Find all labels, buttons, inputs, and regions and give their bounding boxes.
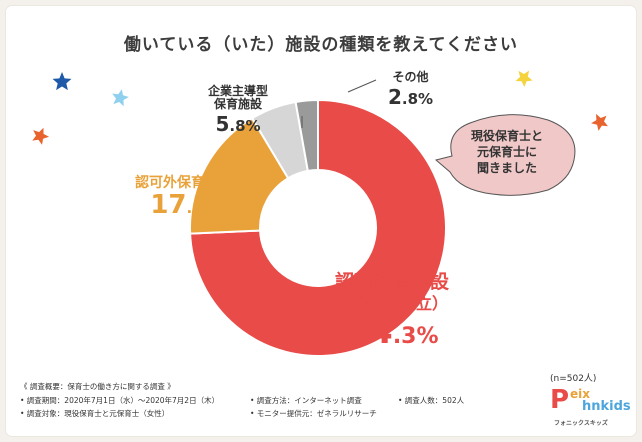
label-corporate-sub: 保育施設	[214, 97, 263, 112]
label-unlicensed-value: 17.1%	[150, 190, 218, 221]
slice-other	[294, 98, 319, 173]
logo-sub: フォニックスキッズ	[554, 420, 608, 427]
label-unlicensed-name: 認可外保育施設	[135, 175, 233, 191]
label-unlicensed: 認可外保育施設 17.1%	[135, 175, 233, 221]
star-icon	[52, 72, 72, 91]
star-icon	[515, 70, 533, 87]
notes-provider: • モニター提供元：ゼネラルリサーチ	[250, 409, 377, 418]
slice-unlicensed	[189, 116, 290, 235]
bubble-line: 現役保育士と	[470, 129, 543, 143]
logo-top: eix	[570, 387, 590, 401]
chart-title: 働いている（いた）施設の種類を教えてください	[123, 35, 519, 55]
sample-size: (n=502人)	[550, 374, 597, 384]
label-licensed-name: 認可保育施設	[335, 271, 450, 293]
star-icon	[32, 127, 49, 145]
logo-letter: P	[550, 385, 570, 415]
label-other-value: 2.8%	[388, 85, 434, 110]
label-corporate: 企業主導型 保育施設 5.8%	[208, 84, 269, 137]
speech-bubble	[434, 114, 576, 196]
label-licensed-value: 74.3%	[345, 312, 439, 353]
card	[6, 6, 636, 436]
label-other-name: その他	[392, 70, 429, 84]
notes-method: • 調査方法：インターネット調査	[250, 396, 362, 405]
bubble-text: 現役保育士と 元保育士に 聞きました	[448, 128, 566, 177]
bubble-line: 聞きました	[476, 161, 537, 176]
brand-logo: P eix hnkids フォニックスキッズ	[550, 385, 631, 431]
notes-heading: 《 調査概要：保育士の働き方に関する調査 》	[20, 382, 175, 391]
notes-period: • 調査期間：2020年7月1日（水）〜2020年7月2日（木）	[20, 396, 220, 405]
star-icon	[591, 113, 608, 131]
notes-target: • 調査対象：現役保育士と元保育士（女性）	[20, 409, 170, 418]
label-licensed-sub: （公立・私立）	[336, 293, 449, 313]
logo-bottom: hnkids	[582, 399, 631, 414]
survey-notes: 《 調査概要：保育士の働き方に関する調査 》 • 調査期間：2020年7月1日（…	[20, 381, 560, 419]
bubble-line: 元保育士に	[476, 145, 537, 160]
label-other: その他 2.8%	[388, 70, 434, 110]
notes-count: • 調査人数：502人	[398, 396, 465, 405]
label-corporate-value: 5.8%	[215, 112, 261, 137]
leader-line-other	[347, 79, 377, 93]
label-corporate-name: 企業主導型	[208, 84, 269, 98]
label-licensed: 認可保育施設 （公立・私立） 74.3%	[335, 272, 449, 352]
star-icon	[112, 89, 129, 107]
slice-licensed	[189, 98, 447, 357]
